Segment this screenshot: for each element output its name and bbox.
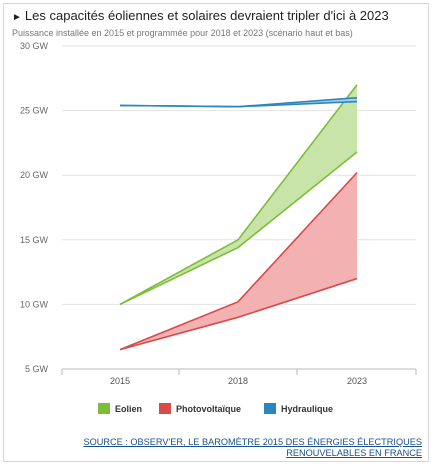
y-tick-label: 25 GW	[20, 106, 49, 116]
legend-swatch	[98, 403, 110, 414]
chart-subtitle: Puissance installée en 2015 et programmé…	[12, 28, 353, 38]
x-tick-label: 2015	[110, 376, 130, 386]
x-tick-label: 2023	[347, 376, 367, 386]
source-link[interactable]: SOURCE : OBSERV'ER, LE BAROMÈTRE 2015 DE…	[83, 437, 422, 458]
y-tick-label: 10 GW	[20, 299, 49, 309]
series-line-low	[119, 100, 358, 108]
chart-title: Les capacités éoliennes et solaires devr…	[24, 8, 389, 23]
legend-label: Hydraulique	[281, 404, 333, 414]
legend-label: Photovoltaïque	[176, 404, 241, 414]
series-band	[120, 97, 357, 107]
series-line-high	[119, 172, 358, 351]
series-band	[120, 172, 357, 350]
y-tick-label: 20 GW	[20, 170, 49, 180]
x-tick-label: 2018	[228, 376, 248, 386]
series-line-low	[119, 277, 358, 351]
y-tick-label: 30 GW	[20, 41, 49, 51]
legend-swatch	[159, 403, 171, 414]
series-line-low	[119, 151, 358, 306]
chart-frame	[3, 3, 429, 462]
y-tick-label: 15 GW	[20, 235, 49, 245]
legend-swatch	[264, 403, 276, 414]
y-tick-label: 5 GW	[25, 364, 49, 374]
chart-title-row: ► Les capacités éoliennes et solaires dev…	[12, 8, 389, 23]
legend-label: Eolien	[115, 404, 142, 414]
triangle-icon: ►	[12, 12, 22, 23]
series-line-high	[119, 84, 358, 306]
